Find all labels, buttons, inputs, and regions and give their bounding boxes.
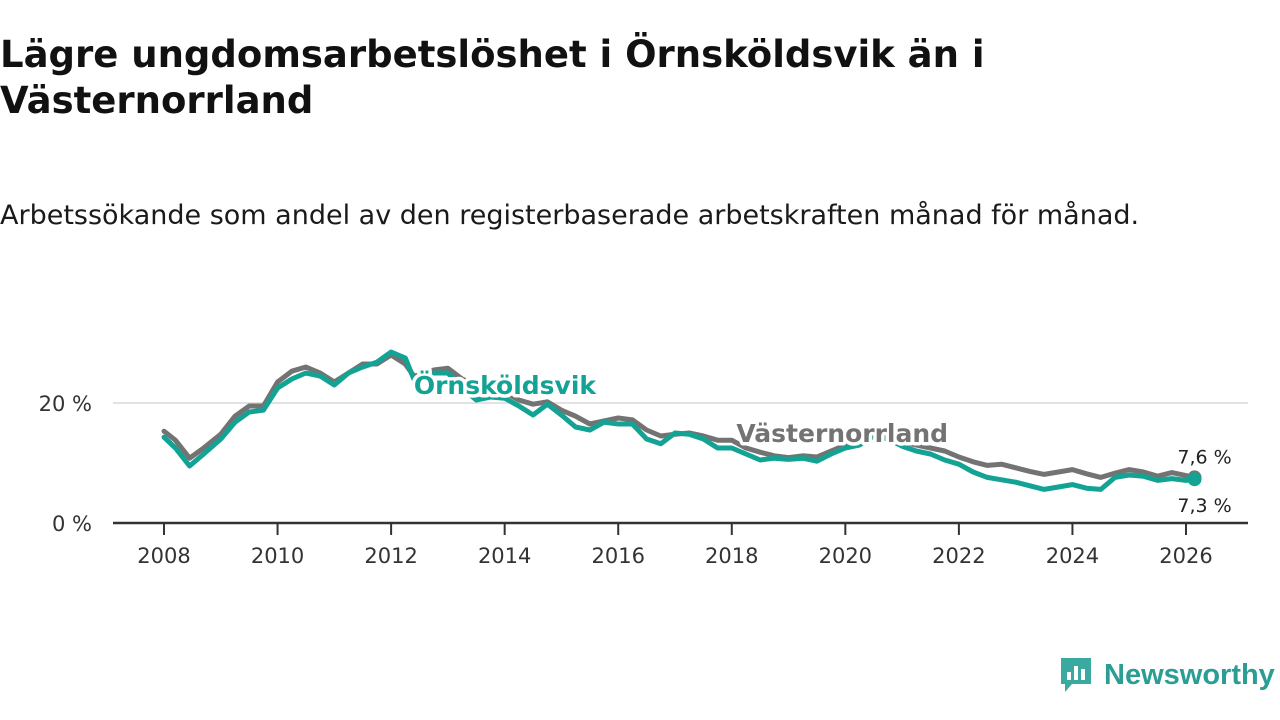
x-tick-label: 2024 [1046,544,1099,568]
end-value-label-rnskldsvik: 7,3 % [1177,495,1231,517]
series-label-halo: Västernorrland [736,419,948,448]
x-tick-label: 2020 [819,544,872,568]
x-tick-label: 2022 [932,544,985,568]
chart-subtitle: Arbetssökande som andel av den registerb… [0,200,1140,231]
x-tick-label: 2014 [478,544,531,568]
x-tick-label: 2010 [251,544,304,568]
series-endpoint-rnskldsvik [1187,472,1202,487]
chart-title: Lägre ungdomsarbetslöshet i Örnsköldsvik… [0,33,985,122]
y-tick-label: 0 % [52,512,92,536]
series-label-halo: Örnsköldsvik [414,370,598,400]
x-tick-label: 2016 [591,544,644,568]
x-tick-label: 2026 [1159,544,1212,568]
x-tick-label: 2008 [137,544,190,568]
series-layer [161,349,1202,492]
y-tick-label: 20 % [39,392,92,416]
series-line-rnskldsvik [161,349,1197,492]
x-tick-label: 2018 [705,544,758,568]
end-value-label-vsternorrland: 7,6 % [1177,446,1231,468]
series-label-rnskldsvik: Örnsköldsvik [414,370,598,400]
axis-layer: 0 % 20 % 2008 2010 2012 2014 2016 2018 2020 2022 2… [39,392,1248,568]
series-label-vsternorrland: Västernorrland [736,419,948,448]
brand: Newsworthy [1058,654,1275,696]
newsworthy-logo-icon [1061,658,1091,692]
x-tick-label: 2012 [364,544,417,568]
brand-name: Newsworthy [1104,658,1275,691]
